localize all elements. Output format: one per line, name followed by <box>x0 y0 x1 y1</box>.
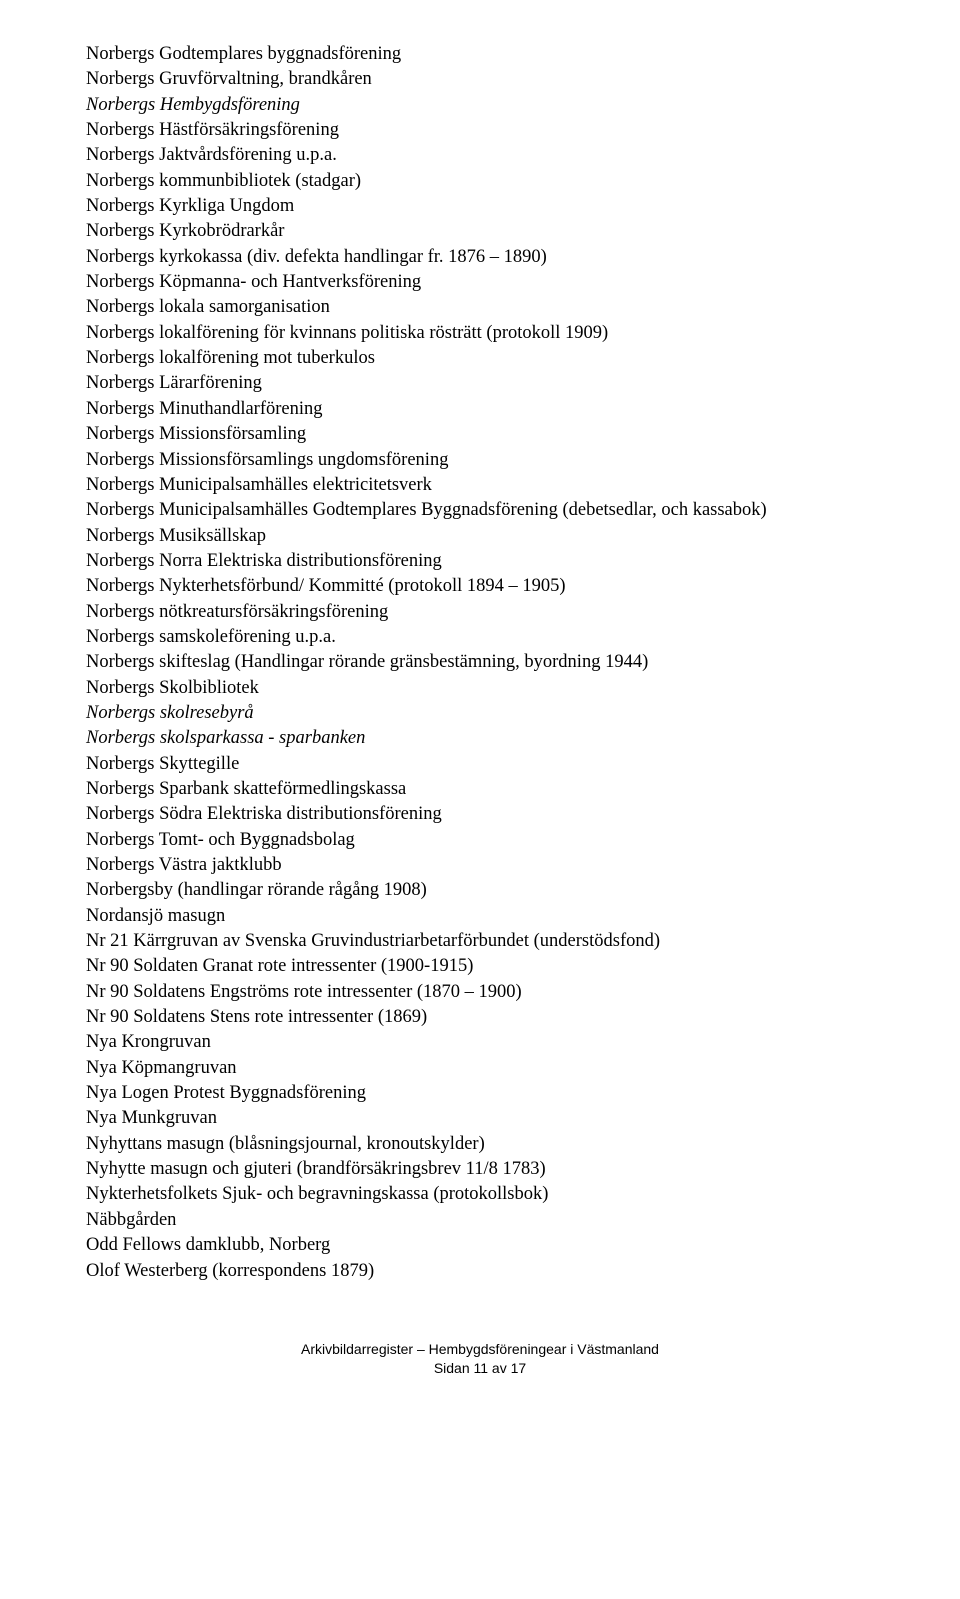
list-item: Norbergs Norra Elektriska distributionsf… <box>86 549 874 574</box>
list-item: Norbergs skifteslag (Handlingar rörande … <box>86 650 874 675</box>
list-item: Nordansjö masugn <box>86 904 874 929</box>
list-item: Norbergs Sparbank skatteförmedlingskassa <box>86 777 874 802</box>
list-item: Norbergs lokala samorganisation <box>86 295 874 320</box>
list-item: Norbergs Musiksällskap <box>86 524 874 549</box>
list-item: Norbergs nötkreatursförsäkringsförening <box>86 600 874 625</box>
list-item: Nr 90 Soldaten Granat rote intressenter … <box>86 954 874 979</box>
list-item: Norbergsby (handlingar rörande rågång 19… <box>86 878 874 903</box>
footer-page-number: Sidan 11 av 17 <box>86 1359 874 1378</box>
list-item: Olof Westerberg (korrespondens 1879) <box>86 1259 874 1284</box>
list-item: Norbergs Missionsförsamlings ungdomsföre… <box>86 448 874 473</box>
list-item: Norbergs skolsparkassa - sparbanken <box>86 726 874 751</box>
list-item: Norbergs Lärarförening <box>86 371 874 396</box>
list-item: Nr 21 Kärrgruvan av Svenska Gruvindustri… <box>86 929 874 954</box>
list-item: Norbergs Skyttegille <box>86 752 874 777</box>
page-footer: Arkivbildarregister – Hembygdsföreningea… <box>86 1340 874 1378</box>
entries-list: Norbergs Godtemplares byggnadsföreningNo… <box>86 42 874 1284</box>
list-item: Norbergs lokalförening mot tuberkulos <box>86 346 874 371</box>
list-item: Norbergs Södra Elektriska distributionsf… <box>86 802 874 827</box>
footer-title: Arkivbildarregister – Hembygdsföreningea… <box>86 1340 874 1359</box>
list-item: Norbergs Skolbibliotek <box>86 676 874 701</box>
list-item: Nya Munkgruvan <box>86 1106 874 1131</box>
list-item: Nya Logen Protest Byggnadsförening <box>86 1081 874 1106</box>
list-item: Nyhyttans masugn (blåsningsjournal, kron… <box>86 1132 874 1157</box>
list-item: Odd Fellows damklubb, Norberg <box>86 1233 874 1258</box>
list-item: Norbergs Hästförsäkringsförening <box>86 118 874 143</box>
list-item: Norbergs Kyrkliga Ungdom <box>86 194 874 219</box>
list-item: Norbergs Missionsförsamling <box>86 422 874 447</box>
list-item: Norbergs lokalförening för kvinnans poli… <box>86 321 874 346</box>
document-page: Norbergs Godtemplares byggnadsföreningNo… <box>0 0 960 1418</box>
list-item: Norbergs Municipalsamhälles elektricitet… <box>86 473 874 498</box>
list-item: Nr 90 Soldatens Engströms rote intressen… <box>86 980 874 1005</box>
list-item: Norbergs kyrkokassa (div. defekta handli… <box>86 245 874 270</box>
list-item: Norbergs kommunbibliotek (stadgar) <box>86 169 874 194</box>
list-item: Norbergs Minuthandlarförening <box>86 397 874 422</box>
list-item: Näbbgården <box>86 1208 874 1233</box>
list-item: Norbergs Nykterhetsförbund/ Kommitté (pr… <box>86 574 874 599</box>
list-item: Norbergs Gruvförvaltning, brandkåren <box>86 67 874 92</box>
list-item: Norbergs Tomt- och Byggnadsbolag <box>86 828 874 853</box>
list-item: Norbergs Västra jaktklubb <box>86 853 874 878</box>
list-item: Norbergs Jaktvårdsförening u.p.a. <box>86 143 874 168</box>
list-item: Norbergs Municipalsamhälles Godtemplares… <box>86 498 874 523</box>
list-item: Nya Köpmangruvan <box>86 1056 874 1081</box>
list-item: Norbergs Köpmanna- och Hantverksförening <box>86 270 874 295</box>
list-item: Norbergs skolresebyrå <box>86 701 874 726</box>
list-item: Nr 90 Soldatens Stens rote intressenter … <box>86 1005 874 1030</box>
list-item: Norbergs Hembygdsförening <box>86 93 874 118</box>
list-item: Norbergs Godtemplares byggnadsförening <box>86 42 874 67</box>
list-item: Nya Krongruvan <box>86 1030 874 1055</box>
list-item: Nyhytte masugn och gjuteri (brandförsäkr… <box>86 1157 874 1182</box>
list-item: Norbergs Kyrkobrödrarkår <box>86 219 874 244</box>
list-item: Norbergs samskoleförening u.p.a. <box>86 625 874 650</box>
list-item: Nykterhetsfolkets Sjuk- och begravningsk… <box>86 1182 874 1207</box>
